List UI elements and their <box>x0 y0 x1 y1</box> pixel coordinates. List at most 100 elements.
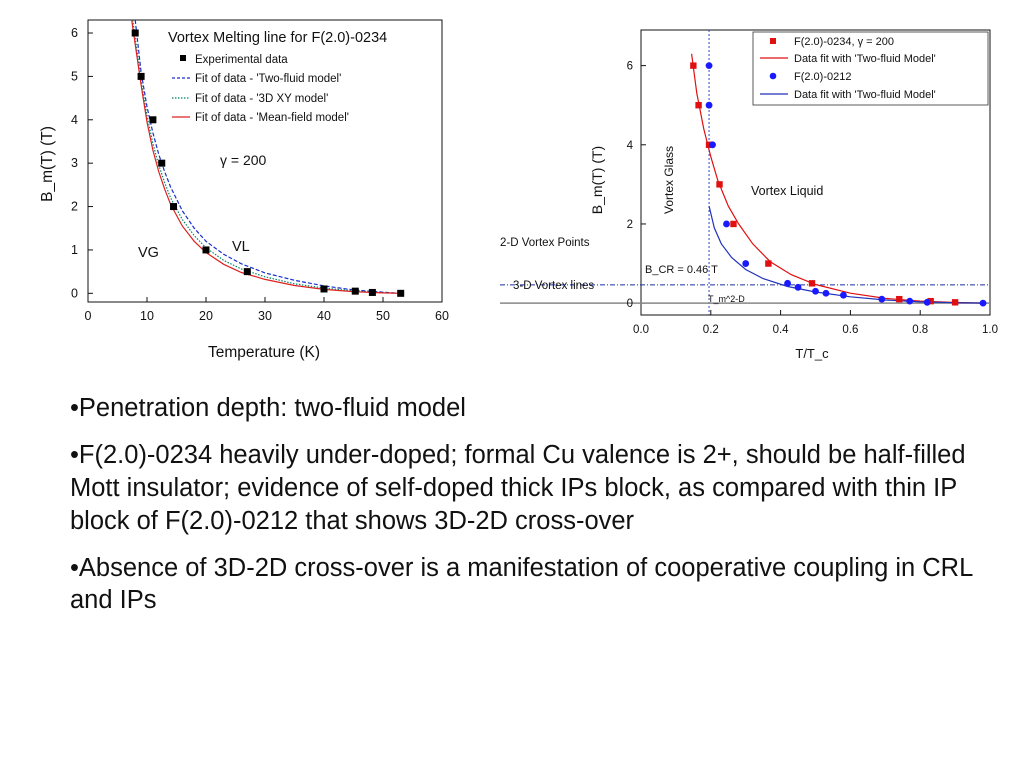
right-plot-frame <box>640 29 991 316</box>
right-x-tick-label: 0.2 <box>703 324 719 336</box>
right-legend-marker-0212 <box>769 72 777 80</box>
left-x-tick-label: 10 <box>140 309 154 323</box>
right-x-tick-label: 0.0 <box>633 324 649 336</box>
vortex-melting-chart-right: 0.0 0.2 0.4 0.6 0.8 1.0 0 2 4 6 F(2.0)-0234, γ = … <box>500 29 998 361</box>
right-data-point-square <box>716 181 723 188</box>
left-legend-marker-experimental <box>180 55 186 61</box>
right-data-point-circle <box>923 298 931 306</box>
left-legend-label-3: Fit of data - 'Mean-field model' <box>195 112 349 124</box>
left-data-point <box>158 159 166 167</box>
right-data-point-circle <box>979 299 987 307</box>
left-axes <box>87 19 443 303</box>
bullet-item: •Absence of 3D-2D cross-over is a manife… <box>70 553 973 615</box>
right-annotation-2d-vortex-points: 2-D Vortex Points <box>500 237 590 249</box>
left-y-tick-label: 1 <box>71 243 78 257</box>
right-annotation-3d-vortex-lines: 3-D Vortex lines <box>513 280 594 292</box>
left-fit-two-fluid <box>134 19 401 294</box>
right-annotation-vortex-glass: Vortex Glass <box>662 146 676 214</box>
left-y-tick-label: 6 <box>71 26 78 40</box>
left-x-axis-label: Temperature (K) <box>208 344 320 361</box>
right-x-tick-label: 1.0 <box>982 324 998 336</box>
left-y-axis-label: B_m(T) (T) <box>39 126 56 202</box>
left-data-point <box>397 289 405 297</box>
right-legend-label-2: F(2.0)-0212 <box>794 71 851 83</box>
left-annotation-gamma: γ = 200 <box>220 152 267 168</box>
left-tick-labels: 0 10 20 30 40 50 60 0 1 2 3 4 5 6 <box>71 26 449 323</box>
bullet-item: •F(2.0)-0234 heavily under-doped; formal… <box>70 440 966 535</box>
left-legend-label-1: Fit of data - 'Two-fluid model' <box>195 73 341 85</box>
right-data-point-circle <box>705 101 713 109</box>
right-data-point-circle <box>742 260 750 267</box>
right-data-point-square <box>730 220 737 228</box>
left-data-point <box>320 285 328 293</box>
left-annotation-vg: VG <box>138 245 159 261</box>
left-x-tick-label: 60 <box>435 309 449 323</box>
left-x-tick-label: 0 <box>85 309 92 323</box>
left-x-tick-label: 40 <box>317 309 331 323</box>
bullet-list: •Penetration depth: two-fluid model •F(2… <box>70 392 990 631</box>
left-x-tick-label: 20 <box>199 309 213 323</box>
left-x-tick-label: 50 <box>376 309 390 323</box>
left-chart-title: Vortex Melting line for F(2.0)-0234 <box>168 30 387 46</box>
right-legend-marker-0234 <box>770 38 776 44</box>
right-x-axis-label: T/T_c <box>795 346 829 361</box>
left-data-point <box>202 246 210 254</box>
right-data-point-square <box>705 141 713 148</box>
right-legend-label-3: Data fit with 'Two-fluid Model' <box>794 89 936 101</box>
right-data-point-circle <box>878 295 886 303</box>
right-legend-box <box>752 31 989 106</box>
left-data-point <box>137 72 145 80</box>
left-fit-mean-field <box>131 19 401 294</box>
right-fit-curve-blue <box>708 205 987 304</box>
right-x-tick-label: 0.6 <box>842 324 858 336</box>
left-y-tick-label: 3 <box>71 156 78 170</box>
right-data-point-circle <box>794 283 802 291</box>
right-annotation-bcr: B_CR = 0.46 T <box>645 264 718 276</box>
right-y-tick-label: 6 <box>627 61 633 73</box>
right-data-point-circle <box>784 279 791 287</box>
right-x-tick-label: 0.4 <box>773 324 790 336</box>
left-data-point <box>149 116 157 124</box>
left-legend-label-2: Fit of data - '3D XY model' <box>195 93 328 105</box>
right-y-tick-label: 0 <box>627 298 633 310</box>
left-data-point <box>131 29 139 37</box>
right-data-point-circle <box>723 220 730 228</box>
left-y-tick-label: 2 <box>71 200 78 214</box>
left-data-point <box>243 268 251 276</box>
right-tick-labels: 0.0 0.2 0.4 0.6 0.8 1.0 0 2 4 6 <box>627 61 998 336</box>
right-data-point-square <box>690 62 697 69</box>
left-legend-label-0: Experimental data <box>195 54 288 66</box>
right-data-point-circle <box>906 297 914 305</box>
right-data-point-circle <box>840 291 847 299</box>
right-legend-label-1: Data fit with 'Two-fluid Model' <box>794 53 936 65</box>
left-legend: Experimental data Fit of data - 'Two-flu… <box>172 54 349 124</box>
bullet-item: •Penetration depth: two-fluid model <box>70 394 466 422</box>
right-data-point-circle <box>812 287 819 295</box>
left-y-tick-label: 0 <box>71 286 78 300</box>
left-data-points <box>131 29 405 297</box>
left-y-tick-label: 5 <box>71 69 78 83</box>
left-y-tick-label: 4 <box>71 113 78 127</box>
left-fit-curves <box>131 19 401 294</box>
right-y-tick-label: 4 <box>627 140 634 152</box>
right-annotation-vortex-liquid: Vortex Liquid <box>751 184 823 198</box>
left-x-tick-label: 30 <box>258 309 272 323</box>
right-data-points <box>690 62 987 307</box>
right-legend: F(2.0)-0234, γ = 200 Data fit with 'Two-… <box>752 31 989 106</box>
right-data-point-square <box>765 260 772 267</box>
right-data-point-square <box>695 102 702 109</box>
right-data-point-circle <box>709 141 716 149</box>
right-data-point-square <box>896 295 903 303</box>
left-data-point <box>351 287 359 295</box>
right-legend-label-0: F(2.0)-0234, γ = 200 <box>794 36 894 48</box>
left-data-point <box>170 203 178 211</box>
right-data-point-circle <box>822 289 830 297</box>
right-data-point-circle <box>705 62 713 70</box>
right-data-point-square <box>927 297 934 305</box>
right-annotation-tm2d: T_m^2-D <box>708 294 745 304</box>
right-y-axis-label: B_m(T) (T) <box>589 146 605 214</box>
vortex-melting-chart-left: 0 10 20 30 40 50 60 0 1 2 3 4 5 6 Vortex Melting line… <box>39 19 449 361</box>
right-data-point-square <box>951 299 959 306</box>
right-y-tick-label: 2 <box>627 219 633 231</box>
left-data-point <box>368 288 376 296</box>
